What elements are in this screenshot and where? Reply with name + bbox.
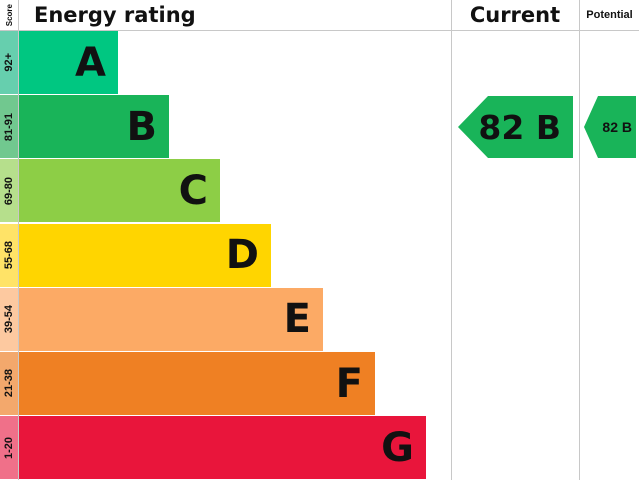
score-range-c: 69-80 bbox=[0, 159, 18, 223]
score-range-a: 92+ bbox=[0, 31, 18, 94]
band-bar-a: A bbox=[19, 31, 118, 94]
band-bar-c: C bbox=[19, 159, 220, 223]
band-bar-g: G bbox=[19, 416, 426, 480]
energy-rating-header: Energy rating bbox=[34, 3, 196, 27]
header-divider bbox=[0, 30, 639, 31]
band-bar-e: E bbox=[19, 287, 323, 351]
score-range-b: 81-91 bbox=[0, 95, 18, 159]
potential-header: Potential bbox=[586, 9, 633, 21]
band-letter: B bbox=[126, 103, 158, 150]
score-range-e: 39-54 bbox=[0, 287, 18, 351]
score-range-label: 39-54 bbox=[3, 305, 15, 334]
current-rating-label: 82 B bbox=[478, 107, 561, 147]
score-range-label: 69-80 bbox=[3, 176, 15, 205]
score-range-d: 55-68 bbox=[0, 223, 18, 287]
band-letter: F bbox=[335, 360, 363, 407]
band-bar-d: D bbox=[19, 223, 271, 287]
band-letter: C bbox=[178, 167, 208, 214]
score-range-label: 1-20 bbox=[3, 436, 15, 459]
current-header: Current bbox=[469, 3, 561, 27]
score-range-label: 92+ bbox=[3, 53, 15, 72]
band-letter: G bbox=[381, 424, 414, 471]
column-divider bbox=[579, 0, 580, 480]
score-header: Score bbox=[4, 3, 14, 27]
column-divider bbox=[18, 0, 19, 480]
score-range-label: 55-68 bbox=[3, 241, 15, 270]
band-bar-f: F bbox=[19, 352, 375, 415]
score-header-cell: Score bbox=[0, 0, 18, 30]
band-letter: A bbox=[75, 39, 106, 86]
potential-rating-arrow: 82 B bbox=[584, 96, 636, 158]
band-letter: E bbox=[283, 296, 311, 343]
score-range-label: 21-38 bbox=[3, 369, 15, 398]
column-divider bbox=[451, 0, 452, 480]
score-range-g: 1-20 bbox=[0, 416, 18, 480]
score-range-f: 21-38 bbox=[0, 352, 18, 415]
potential-rating-label: 82 B bbox=[602, 119, 632, 135]
band-letter: D bbox=[225, 232, 259, 279]
current-rating-arrow: 82 B bbox=[458, 96, 573, 158]
score-range-label: 81-91 bbox=[3, 112, 15, 141]
band-bar-b: B bbox=[19, 95, 169, 159]
